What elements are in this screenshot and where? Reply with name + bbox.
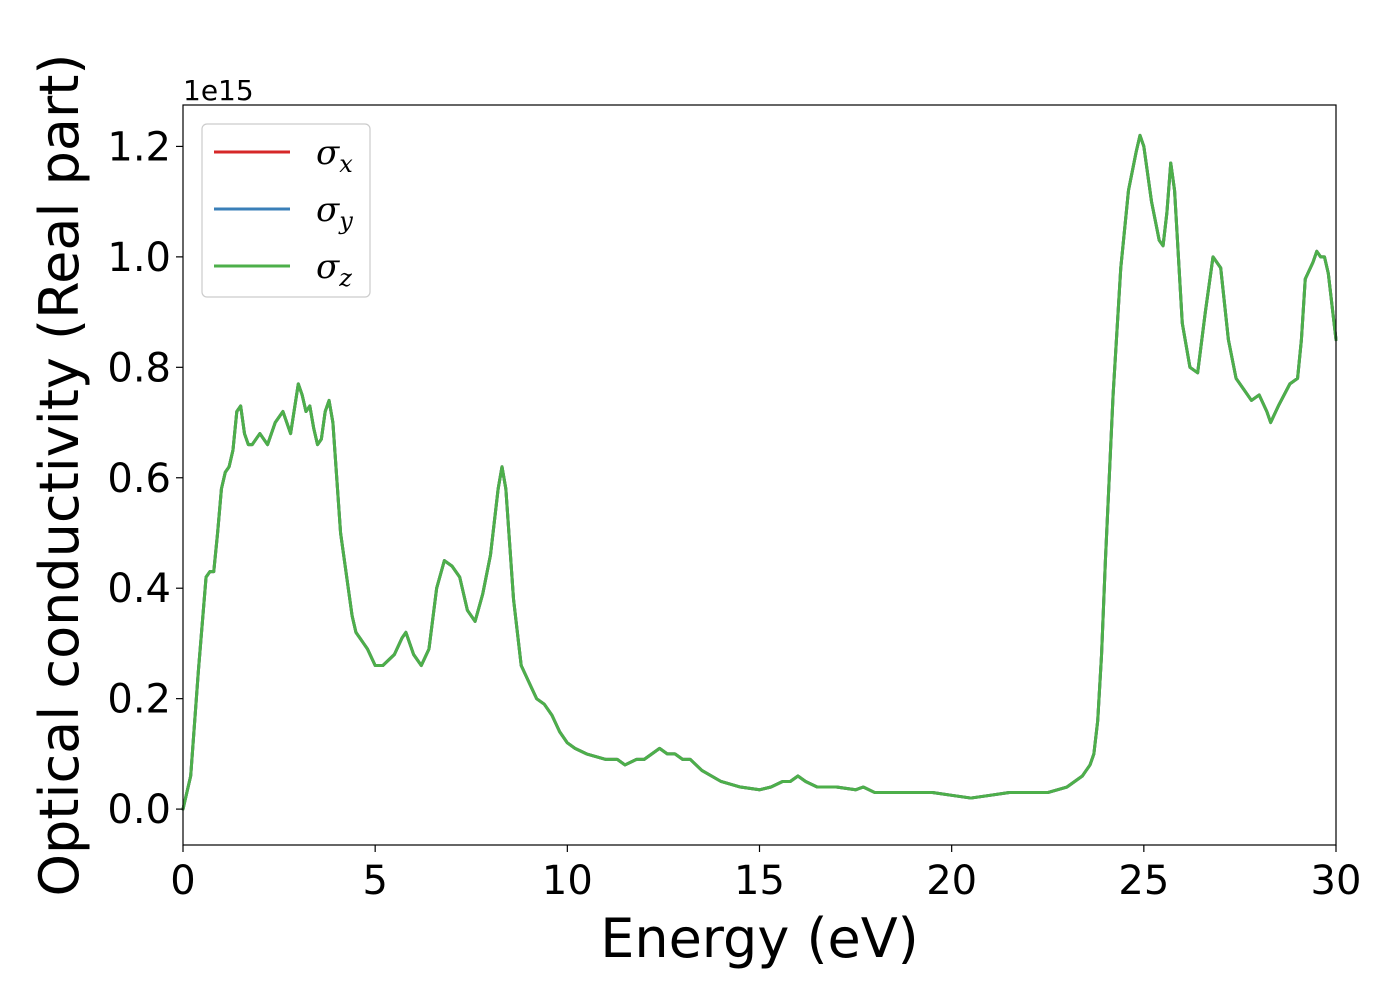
x-tick-label: 20 [926,858,977,904]
y-tick-label: 0.8 [107,345,171,391]
y-axis: 0.0 0.2 0.4 0.6 0.8 1.0 1.2 [107,124,183,833]
x-tick-label: 5 [362,858,387,904]
x-tick-label: 15 [734,858,785,904]
x-tick-label: 10 [542,858,593,904]
x-tick-label: 0 [170,858,195,904]
y-tick-label: 0.4 [107,566,171,612]
y-tick-label: 1.2 [107,124,171,170]
y-axis-title: Optical conductivity (Real part) [28,54,91,897]
y-tick-label: 0.6 [107,456,171,502]
x-tick-label: 25 [1118,858,1169,904]
y-tick-label: 0.2 [107,677,171,723]
x-axis: 0 5 10 15 20 25 30 [170,845,1361,904]
y-offset-label: 1e15 [183,74,254,107]
series-line-sigma-z [181,133,1338,811]
y-tick-label: 0.0 [107,787,171,833]
x-tick-label: 30 [1311,858,1362,904]
x-axis-title: Energy (eV) [600,907,919,970]
series-layer [181,133,1338,811]
y-tick-label: 1.0 [107,235,171,281]
